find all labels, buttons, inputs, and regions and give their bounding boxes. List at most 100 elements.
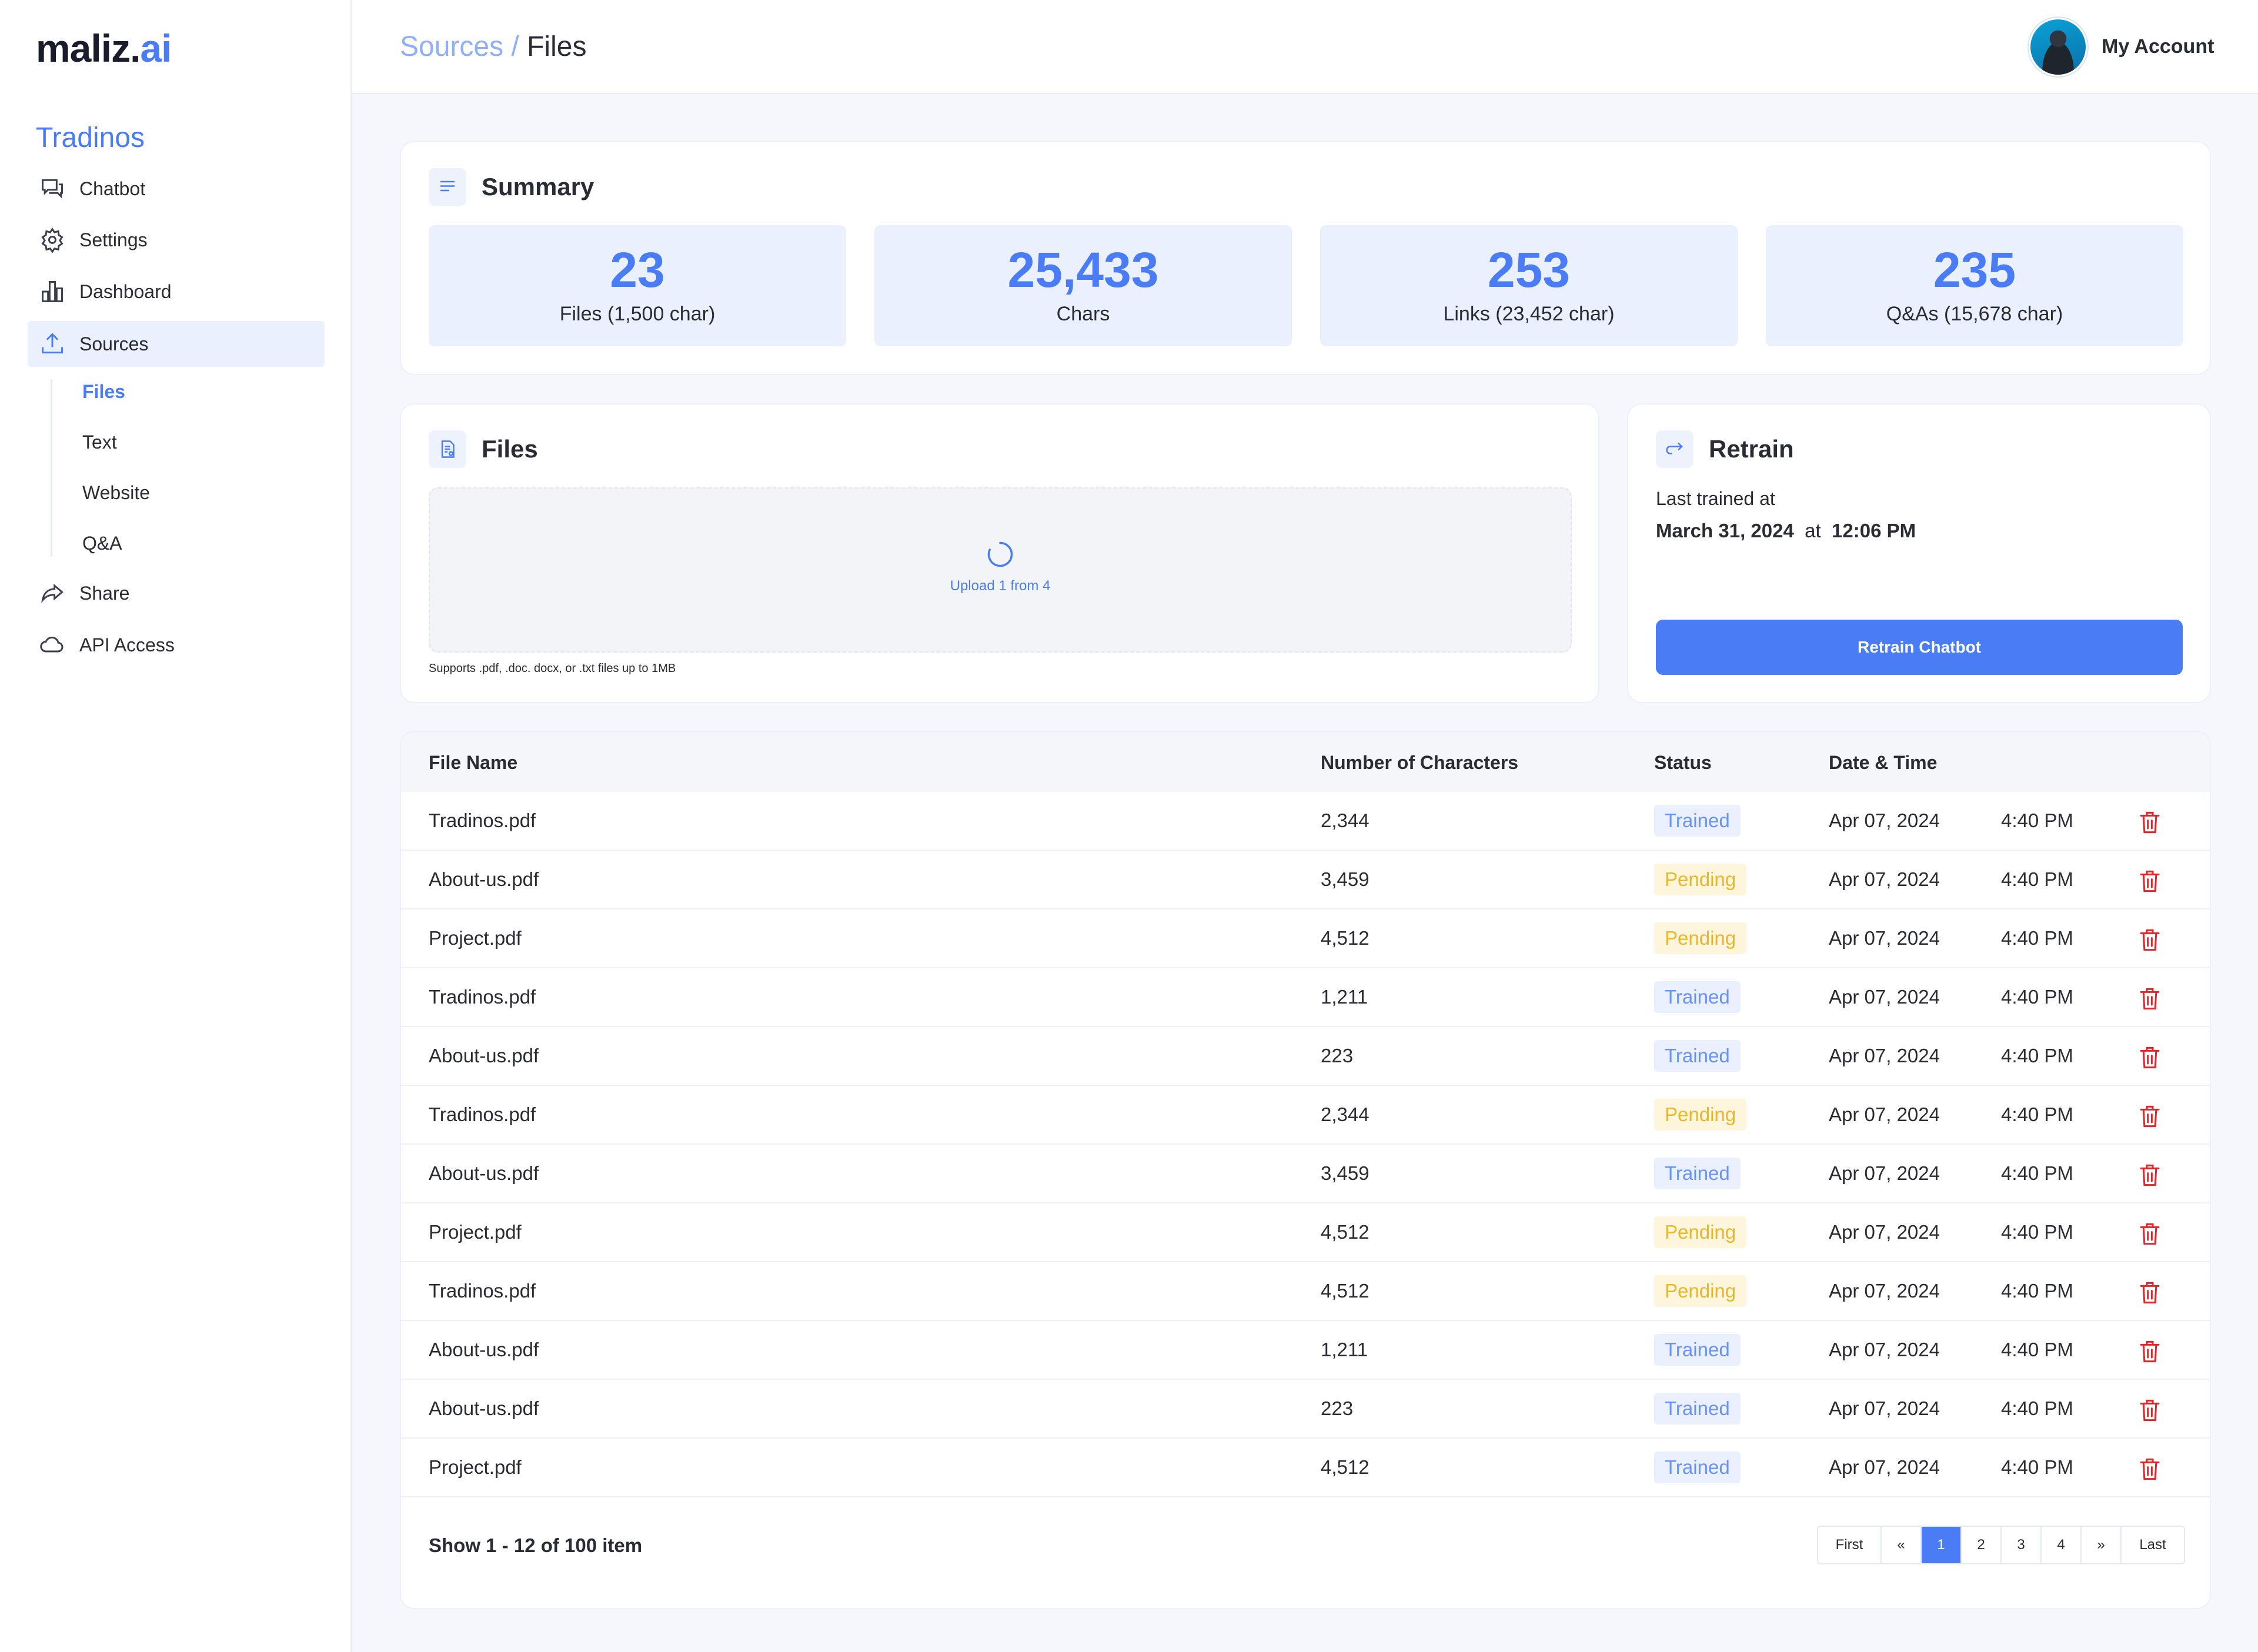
breadcrumb-separator: / xyxy=(503,31,527,62)
status-badge: Trained xyxy=(1654,805,1741,837)
chat-icon xyxy=(38,175,66,203)
sidebar: maliz.ai Tradinos Chatbot Settings Dashb… xyxy=(0,0,352,1652)
column-header-file-name[interactable]: File Name xyxy=(429,752,518,773)
table-row[interactable]: About-us.pdf 1,211 Trained Apr 07, 2024 4:40… xyxy=(401,1321,2210,1380)
page-first-button[interactable]: First xyxy=(1818,1527,1882,1563)
trash-icon[interactable] xyxy=(2138,1221,2162,1247)
column-header-date-time[interactable]: Date & Time xyxy=(1829,752,1938,773)
table-row[interactable]: Project.pdf 4,512 Pending Apr 07, 2024 4:40 … xyxy=(401,1203,2210,1262)
file-name-cell: About-us.pdf xyxy=(429,1162,539,1184)
column-header-characters[interactable]: Number of Characters xyxy=(1321,752,1519,773)
page-prev-icon[interactable]: « xyxy=(1882,1527,1922,1563)
nav-item-label: Chatbot xyxy=(79,178,146,199)
nav-item-settings[interactable]: Settings xyxy=(28,217,325,263)
nav-item-chatbot[interactable]: Chatbot xyxy=(28,166,325,212)
table-row[interactable]: Project.pdf 4,512 Pending Apr 07, 2024 4:40 … xyxy=(401,909,2210,968)
table-row[interactable]: Tradinos.pdf 1,211 Trained Apr 07, 2024 4:40… xyxy=(401,968,2210,1027)
status-badge: Trained xyxy=(1654,981,1741,1013)
account-menu[interactable]: My Account xyxy=(2102,35,2214,58)
avatar[interactable] xyxy=(2029,18,2087,76)
column-header-status[interactable]: Status xyxy=(1654,752,1712,773)
nav-item-label: Dashboard xyxy=(79,280,172,302)
table-row[interactable]: About-us.pdf 3,459 Trained Apr 07, 2024 4:40… xyxy=(401,1145,2210,1203)
trash-icon[interactable] xyxy=(2138,1103,2162,1129)
characters-cell: 4,512 xyxy=(1321,1456,1370,1478)
trash-icon[interactable] xyxy=(2138,1045,2162,1071)
date-cell: Apr 07, 2024 xyxy=(1829,868,1940,890)
table-row[interactable]: Project.pdf 4,512 Trained Apr 07, 2024 4:40 … xyxy=(401,1439,2210,1497)
last-trained-date: March 31, 2024 xyxy=(1656,520,1794,541)
stat-links: 253 Links (23,452 char) xyxy=(1320,225,1738,346)
table-row[interactable]: Tradinos.pdf 4,512 Pending Apr 07, 2024 4:40… xyxy=(401,1262,2210,1321)
stat-chars: 25,433 Chars xyxy=(874,225,1292,346)
pagination: First « 1 2 3 4 » Last xyxy=(1817,1526,2185,1564)
characters-cell: 223 xyxy=(1321,1397,1354,1419)
file-dropzone[interactable]: Upload 1 from 4 xyxy=(429,487,1572,653)
trash-icon[interactable] xyxy=(2138,927,2162,953)
page-1-button[interactable]: 1 xyxy=(1922,1527,1962,1563)
table-row[interactable]: Tradinos.pdf 2,344 Pending Apr 07, 2024 4:40… xyxy=(401,1086,2210,1145)
file-name-cell: Tradinos.pdf xyxy=(429,810,536,831)
sub-item-text[interactable]: Text xyxy=(82,432,117,453)
last-trained-time: 12:06 PM xyxy=(1832,520,1916,541)
time-cell: 4:40 PM xyxy=(2001,927,2073,949)
trash-icon[interactable] xyxy=(2138,868,2162,894)
trash-icon[interactable] xyxy=(2138,1280,2162,1306)
app-logo[interactable]: maliz.ai xyxy=(36,26,172,70)
file-name-cell: About-us.pdf xyxy=(429,1397,539,1419)
trash-icon[interactable] xyxy=(2138,1397,2162,1423)
time-cell: 4:40 PM xyxy=(2001,1397,2073,1419)
submenu-line xyxy=(51,380,52,556)
nav-item-label: API Access xyxy=(79,634,175,656)
date-cell: Apr 07, 2024 xyxy=(1829,810,1940,831)
stat-qas: 235 Q&As (15,678 char) xyxy=(1766,225,2183,346)
document-icon xyxy=(429,430,466,468)
sub-item-website[interactable]: Website xyxy=(82,482,151,503)
trash-icon[interactable] xyxy=(2138,986,2162,1012)
table-row[interactable]: Tradinos.pdf 2,344 Trained Apr 07, 2024 4:40… xyxy=(401,792,2210,851)
stat-label: Files (1,500 char) xyxy=(559,303,716,325)
page-4-button[interactable]: 4 xyxy=(2042,1527,2082,1563)
page-last-button[interactable]: Last xyxy=(2122,1527,2184,1563)
date-cell: Apr 07, 2024 xyxy=(1829,986,1940,1008)
page-next-icon[interactable]: » xyxy=(2082,1527,2122,1563)
status-badge: Trained xyxy=(1654,1393,1741,1424)
stat-label: Chars xyxy=(1056,303,1110,325)
characters-cell: 223 xyxy=(1321,1045,1354,1066)
support-note: Supports .pdf, .doc. docx, or .txt files… xyxy=(429,662,676,675)
table-row[interactable]: About-us.pdf 223 Trained Apr 07, 2024 4:40 P… xyxy=(401,1027,2210,1086)
file-name-cell: About-us.pdf xyxy=(429,868,539,890)
gear-icon xyxy=(38,226,66,254)
upload-icon xyxy=(38,330,66,358)
date-cell: Apr 07, 2024 xyxy=(1829,1221,1940,1243)
sub-item-qa[interactable]: Q&A xyxy=(82,533,122,554)
topbar: Sources / Files My Account xyxy=(352,0,2258,94)
sub-item-files[interactable]: Files xyxy=(82,381,125,402)
breadcrumb-parent[interactable]: Sources xyxy=(400,31,504,62)
trash-icon[interactable] xyxy=(2138,1339,2162,1365)
time-cell: 4:40 PM xyxy=(2001,1045,2073,1066)
files-card-title: Files xyxy=(429,430,538,468)
nav-item-label: Share xyxy=(79,582,130,604)
share-icon xyxy=(38,579,66,607)
table-row[interactable]: About-us.pdf 223 Trained Apr 07, 2024 4:40 P… xyxy=(401,1380,2210,1439)
trash-icon[interactable] xyxy=(2138,1456,2162,1482)
time-cell: 4:40 PM xyxy=(2001,986,2073,1008)
nav-item-label: Sources xyxy=(79,333,149,355)
date-cell: Apr 07, 2024 xyxy=(1829,1280,1940,1302)
nav-item-api-access[interactable]: API Access xyxy=(28,622,325,668)
trash-icon[interactable] xyxy=(2138,810,2162,835)
trash-icon[interactable] xyxy=(2138,1162,2162,1188)
retrain-chatbot-button[interactable]: Retrain Chatbot xyxy=(1656,620,2183,675)
status-badge: Trained xyxy=(1654,1040,1741,1072)
file-name-cell: Project.pdf xyxy=(429,1221,522,1243)
nav-item-share[interactable]: Share xyxy=(28,570,325,616)
nav-item-dashboard[interactable]: Dashboard xyxy=(28,269,325,315)
loading-spinner-icon xyxy=(985,539,1016,570)
table-row[interactable]: About-us.pdf 3,459 Pending Apr 07, 2024 4:40… xyxy=(401,851,2210,909)
nav-item-sources[interactable]: Sources xyxy=(28,321,325,367)
breadcrumb: Sources / Files xyxy=(400,31,586,63)
page-2-button[interactable]: 2 xyxy=(1962,1527,2002,1563)
page-3-button[interactable]: 3 xyxy=(2002,1527,2042,1563)
bar-chart-icon xyxy=(38,277,66,306)
